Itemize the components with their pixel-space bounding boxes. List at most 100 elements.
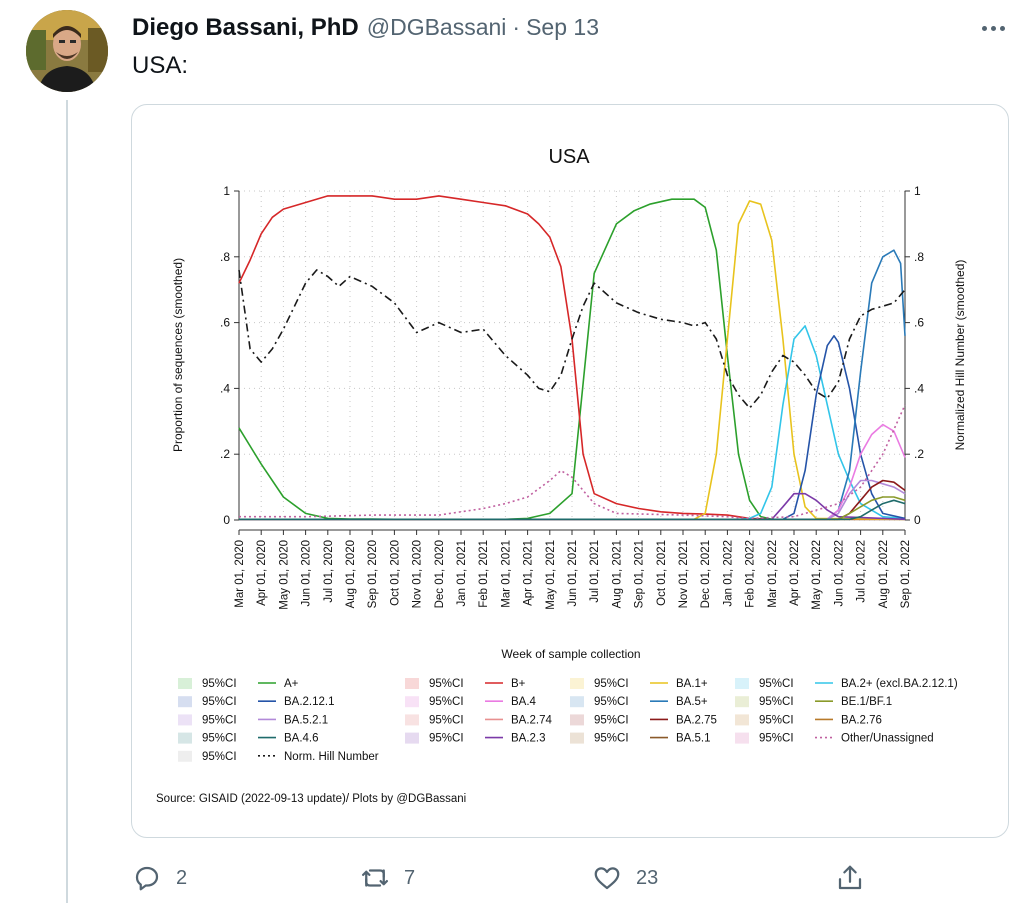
- x-tick-label: Oct 01, 2020: [389, 540, 401, 606]
- legend-ci-label: 95%CI: [202, 678, 237, 690]
- x-tick-label: Aug 01, 2022: [878, 540, 890, 608]
- legend-ci-swatch: [735, 696, 749, 708]
- like-icon: [594, 867, 620, 890]
- x-tick-label: Sep 01, 2021: [634, 540, 646, 608]
- x-tick-label: Mar 01, 2020: [234, 540, 246, 608]
- legend-series-label: BA.2.76: [841, 714, 882, 726]
- more-options-icon[interactable]: [978, 18, 1008, 38]
- legend-ci-label: 95%CI: [429, 678, 464, 690]
- y-tick-label: 1: [223, 184, 230, 198]
- reply-button[interactable]: 2: [132, 860, 187, 896]
- legend-series-label: BA.5+: [676, 696, 708, 708]
- x-tick-label: Apr 01, 2022: [789, 540, 801, 606]
- y-axis-label: Proportion of sequences (smoothed): [171, 258, 185, 452]
- series-line: [239, 249, 906, 521]
- media-card[interactable]: 0 0 .2 .2 .4 .4 .6 .6 .8 .8 1 1 Mar 01, 2020 Apr 01, …: [131, 104, 1009, 838]
- retweet-count: 7: [404, 866, 416, 889]
- y-tick-label: .4: [220, 381, 230, 395]
- legend-ci-swatch: [178, 732, 192, 744]
- series-line: [239, 335, 906, 521]
- x-tick-label: May 01, 2022: [811, 540, 823, 610]
- x-tick-label: Jun 01, 2022: [833, 540, 845, 607]
- x-tick-label: May 01, 2020: [278, 540, 290, 610]
- x-tick-label: Oct 01, 2021: [656, 540, 668, 606]
- chart-figure: 0 0 .2 .2 .4 .4 .6 .6 .8 .8 1 1 Mar 01, 2020 Apr 01, …: [156, 146, 967, 805]
- x-tick-label: Dec 01, 2021: [700, 540, 712, 608]
- legend-ci-label: 95%CI: [594, 678, 629, 690]
- legend-ci-label: 95%CI: [759, 678, 794, 690]
- legend-ci-swatch: [178, 696, 192, 708]
- legend-ci-swatch: [178, 750, 192, 762]
- series-line: [239, 492, 906, 521]
- chart-source-note: Source: GISAID (2022-09-13 update)/ Plot…: [156, 793, 466, 805]
- author-display-name[interactable]: Diego Bassani, PhD: [132, 14, 359, 41]
- tweet-date[interactable]: Sep 13: [526, 14, 599, 40]
- x-tick-label: Feb 01, 2022: [745, 540, 757, 608]
- reply-icon: [135, 866, 159, 891]
- more-dot: [999, 25, 1005, 31]
- series-line: [239, 325, 906, 521]
- legend-series-label: BA.2+ (excl.BA.2.12.1): [841, 678, 958, 690]
- legend-ci-label: 95%CI: [429, 733, 464, 745]
- tweet-text: USA:: [132, 52, 189, 79]
- x-tick-label: Mar 01, 2021: [500, 540, 512, 608]
- legend-ci-swatch: [405, 714, 419, 726]
- like-button[interactable]: 23: [592, 860, 658, 896]
- legend-ci-swatch: [405, 678, 419, 689]
- legend-series-label: BE.1/BF.1: [841, 696, 892, 708]
- legend-series-label: BA.5.1: [676, 733, 711, 745]
- y2-tick-label: .2: [914, 447, 924, 461]
- like-count: 23: [636, 866, 659, 889]
- x-tick-label: Sep 01, 2020: [367, 540, 379, 608]
- x-axis-label: Week of sample collection: [501, 647, 640, 661]
- y-tick-label: .8: [220, 250, 230, 264]
- legend-ci-swatch: [178, 714, 192, 726]
- retweet-button[interactable]: 7: [360, 860, 415, 896]
- x-tick-label: Jul 01, 2022: [856, 540, 868, 603]
- y2-tick-label: .4: [914, 381, 924, 395]
- y2-axis-label: Normalized Hill Number (smoothed): [953, 260, 967, 451]
- legend-ci-label: 95%CI: [202, 714, 237, 726]
- legend-ci-swatch: [570, 732, 584, 744]
- legend-series-label: Other/Unassigned: [841, 733, 934, 745]
- x-tick-label: Sep 01, 2022: [900, 540, 912, 608]
- author-avatar[interactable]: [26, 10, 108, 92]
- legend-ci-label: 95%CI: [429, 696, 464, 708]
- legend-ci-swatch: [570, 714, 584, 726]
- legend-ci-swatch: [405, 696, 419, 708]
- series-line: [238, 195, 905, 521]
- legend-series-label: BA.4: [511, 696, 537, 708]
- series-line: [239, 479, 906, 521]
- legend-series-label: BA.2.75: [676, 714, 717, 726]
- x-tick-label: Feb 01, 2021: [478, 540, 490, 608]
- tweet-actions: 2 7 23: [0, 860, 1024, 900]
- retweet-icon: [362, 869, 388, 887]
- legend-ci-swatch: [178, 678, 192, 689]
- x-tick-label: Nov 01, 2020: [412, 540, 424, 608]
- more-dot: [990, 25, 996, 31]
- series-line: [239, 499, 906, 521]
- y-tick-label: .6: [220, 316, 230, 330]
- y-tick-label: 0: [223, 513, 230, 527]
- y-tick-label: .2: [220, 447, 230, 461]
- header-separator: ·: [512, 14, 521, 40]
- tweet-header: Diego Bassani, PhD @DGBassani · Sep 13: [132, 14, 599, 42]
- legend-ci-label: 95%CI: [202, 751, 237, 763]
- share-icon: [838, 865, 862, 890]
- y2-tick-label: .8: [914, 250, 924, 264]
- y2-tick-label: 1: [914, 184, 921, 198]
- x-tick-label: May 01, 2021: [545, 540, 557, 610]
- series-line: [239, 496, 906, 521]
- legend-ci-label: 95%CI: [759, 696, 794, 708]
- x-tick-label: Nov 01, 2021: [678, 540, 690, 608]
- legend-ci-swatch: [735, 732, 749, 744]
- author-handle[interactable]: @DGBassani: [366, 14, 507, 40]
- legend-ci-swatch: [570, 696, 584, 708]
- x-tick-label: Jun 01, 2021: [567, 540, 579, 607]
- legend-ci-label: 95%CI: [202, 696, 237, 708]
- legend-ci-label: 95%CI: [759, 714, 794, 726]
- legend-ci-swatch: [735, 678, 749, 689]
- legend-ci-label: 95%CI: [594, 696, 629, 708]
- share-button[interactable]: [835, 860, 865, 896]
- legend-ci-swatch: [405, 732, 419, 744]
